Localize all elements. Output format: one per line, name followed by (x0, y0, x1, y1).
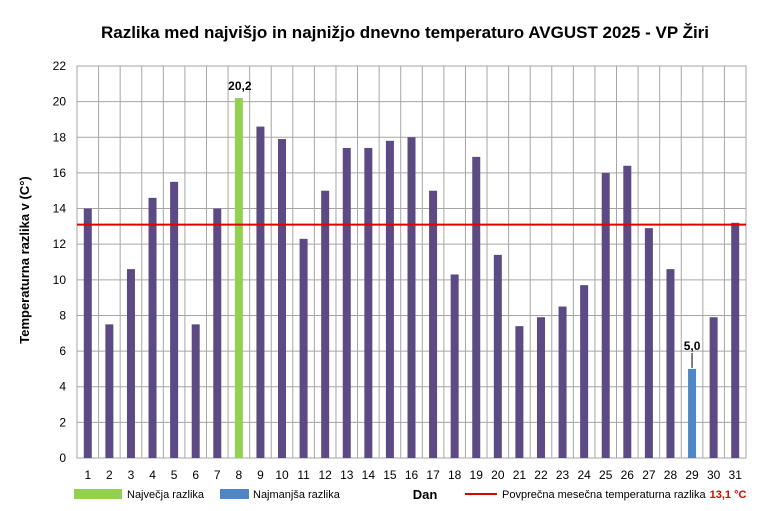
bar-day-7 (213, 208, 222, 458)
bar-day-24 (580, 285, 589, 458)
x-tick-label: 23 (556, 468, 570, 482)
bar-day-22 (536, 317, 545, 458)
bar-day-30 (709, 317, 718, 458)
bar-day-15 (385, 140, 394, 458)
bar-day-12 (321, 190, 330, 458)
x-tick-label: 8 (236, 468, 243, 482)
y-tick-label: 0 (59, 451, 66, 465)
bar-day-8 (234, 98, 243, 458)
bar-day-5 (170, 181, 179, 458)
max-data-label: 20,2 (228, 79, 252, 93)
x-tick-label: 6 (192, 468, 199, 482)
bar-day-19 (472, 156, 481, 458)
x-axis-label: Dan (413, 487, 438, 502)
x-tick-label: 15 (383, 468, 397, 482)
x-tick-label: 20 (491, 468, 505, 482)
bar-day-18 (450, 274, 459, 458)
x-tick-label: 10 (275, 468, 289, 482)
bar-day-6 (191, 324, 200, 458)
x-tick-label: 3 (128, 468, 135, 482)
bar-day-1 (83, 208, 92, 458)
legend-average-label: Povprečna mesečna temperaturna razlika 13… (502, 489, 746, 501)
y-tick-label: 10 (53, 273, 67, 287)
bar-day-31 (731, 222, 740, 458)
legend-average-value: 13,1 °C (710, 489, 747, 501)
bar-day-9 (256, 126, 265, 458)
bar-day-21 (515, 326, 524, 458)
y-tick-label: 22 (53, 59, 67, 73)
y-axis-label: Temperaturna razlika v (C°) (17, 176, 32, 344)
x-tick-label: 5 (171, 468, 178, 482)
bar-day-20 (493, 254, 502, 458)
y-tick-label: 16 (53, 166, 67, 180)
y-tick-label: 18 (53, 130, 67, 144)
x-tick-label: 19 (470, 468, 484, 482)
x-tick-label: 22 (534, 468, 548, 482)
legend-min-label: Najmanjša razlika (253, 489, 341, 501)
bar-day-28 (666, 269, 675, 458)
y-axis-ticks: 0 2 4 6 8 10 12 14 16 18 20 22 (53, 59, 67, 465)
x-tick-label: 30 (707, 468, 721, 482)
min-data-label: 5,0 (684, 339, 701, 353)
y-tick-label: 8 (59, 308, 66, 322)
bar-day-16 (407, 137, 416, 459)
y-tick-label: 14 (53, 202, 67, 216)
x-tick-label: 28 (664, 468, 678, 482)
bar-day-14 (364, 147, 373, 459)
bar-day-25 (601, 172, 610, 458)
bar-day-3 (126, 269, 135, 458)
x-tick-label: 7 (214, 468, 221, 482)
legend-max-swatch (74, 489, 122, 499)
x-tick-label: 16 (405, 468, 419, 482)
bar-day-29 (688, 368, 697, 458)
x-tick-label: 9 (257, 468, 264, 482)
x-tick-label: 2 (106, 468, 113, 482)
legend: Največja razlika Najmanjša razlika Povpr… (74, 489, 746, 501)
x-axis-ticks: 1 2 3 4 5 6 7 8 9 10 11 12 13 14 15 16 17 18 19 20 21 22 23 24 2… (84, 468, 742, 482)
x-tick-label: 21 (513, 468, 527, 482)
legend-average-text: Povprečna mesečna temperaturna razlika (502, 489, 706, 501)
y-tick-label: 6 (59, 344, 66, 358)
grid (76, 65, 747, 459)
x-tick-label: 18 (448, 468, 462, 482)
x-tick-label: 17 (426, 468, 440, 482)
x-tick-label: 4 (149, 468, 156, 482)
x-tick-label: 13 (340, 468, 354, 482)
x-tick-label: 26 (621, 468, 635, 482)
bar-day-26 (623, 165, 632, 459)
y-tick-label: 2 (59, 415, 66, 429)
bar-day-2 (105, 324, 114, 458)
bar-day-13 (342, 147, 351, 459)
x-tick-label: 1 (84, 468, 91, 482)
bar-day-4 (148, 197, 157, 458)
x-tick-label: 11 (297, 468, 310, 482)
bar-day-17 (429, 190, 438, 458)
y-tick-label: 4 (59, 380, 66, 394)
x-tick-label: 31 (729, 468, 743, 482)
y-tick-label: 12 (53, 237, 67, 251)
x-tick-label: 24 (577, 468, 591, 482)
bar-day-23 (558, 306, 567, 458)
x-tick-label: 29 (685, 468, 699, 482)
bars (83, 98, 740, 459)
y-tick-label: 20 (53, 95, 67, 109)
legend-max-label: Največja razlika (127, 489, 205, 501)
bar-day-11 (299, 238, 308, 458)
x-tick-label: 25 (599, 468, 613, 482)
x-tick-label: 12 (318, 468, 332, 482)
x-tick-label: 14 (362, 468, 376, 482)
bar-day-27 (644, 228, 653, 458)
bar-day-10 (278, 139, 287, 458)
chart-title: Razlika med najvišjo in najnižjo dnevno … (101, 23, 709, 42)
legend-min-swatch (220, 489, 249, 499)
x-tick-label: 27 (642, 468, 656, 482)
